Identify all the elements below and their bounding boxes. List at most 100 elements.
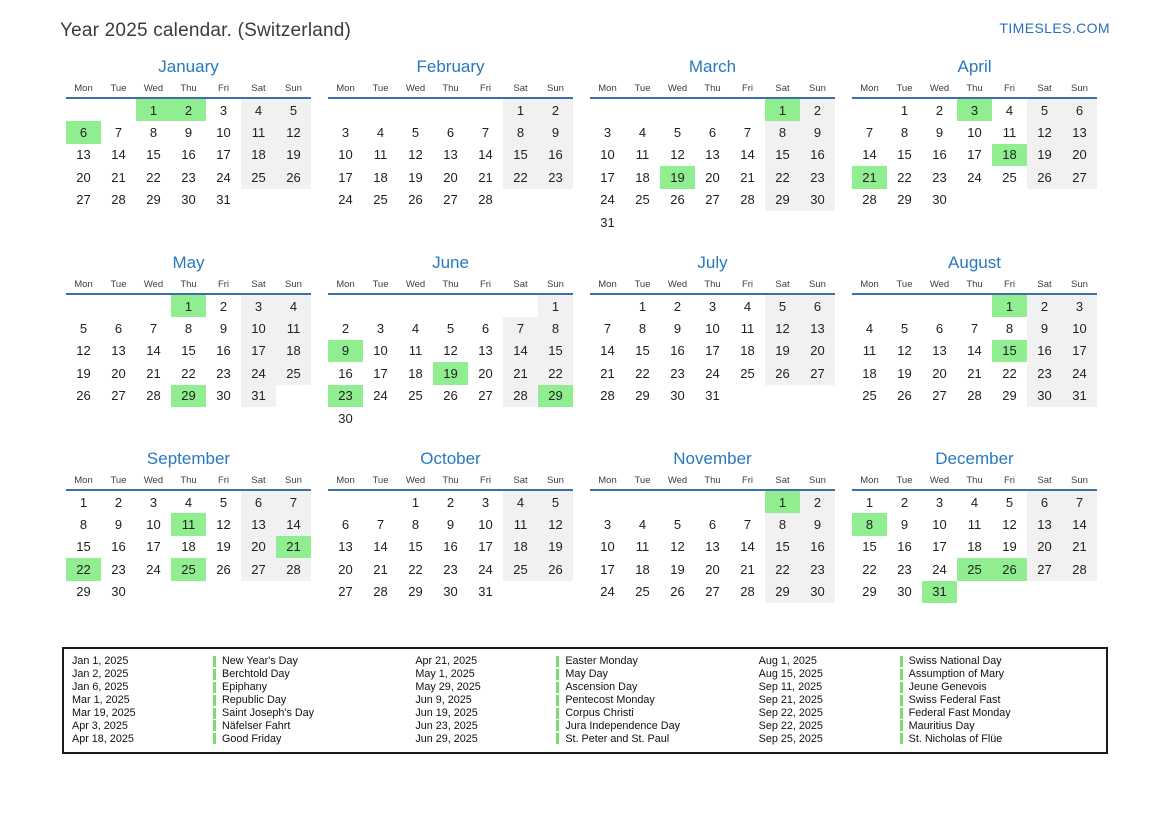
day-cell-empty	[363, 407, 398, 429]
day-cell-holiday: 26	[992, 558, 1027, 581]
day-cell-empty	[433, 295, 468, 317]
day-cell: 11	[408, 343, 423, 359]
day-cell: 26	[443, 388, 458, 404]
day-cell: 28	[373, 584, 388, 600]
day-cell: 17	[338, 169, 353, 185]
day-cell: 6	[708, 517, 717, 533]
day-cell: 5	[673, 125, 682, 141]
day-cell: 11	[967, 517, 982, 533]
day-cell-empty	[538, 407, 573, 429]
day-cell: 12	[276, 121, 311, 144]
day-cell: 22	[862, 561, 877, 577]
day-cell: 26	[408, 192, 423, 208]
day-cell-empty	[590, 295, 625, 317]
day-cell: 9	[446, 517, 455, 533]
holiday-marker-icon	[213, 720, 216, 732]
legend-row: Jun 23, 2025 Jura Independence Day	[415, 719, 758, 732]
day-cell: 28	[111, 192, 126, 208]
day-cell: 16	[897, 539, 912, 555]
holiday-name: Jura Independence Day	[556, 720, 680, 732]
day-cell: 15	[862, 539, 877, 555]
day-cell: 9	[900, 517, 909, 533]
day-cell: 2	[1027, 295, 1062, 318]
day-cell-empty	[590, 491, 625, 513]
day-cell-empty	[328, 99, 363, 121]
day-cell-empty	[852, 99, 887, 121]
holiday-name: Mauritius Day	[899, 720, 975, 732]
weekday-label: Tue	[634, 475, 651, 486]
day-cell: 25	[635, 192, 650, 208]
day-cell: 20	[338, 561, 353, 577]
legend-row: Jun 9, 2025 Pentecost Monday	[415, 694, 758, 707]
holiday-name: Swiss Federal Fast	[899, 694, 1000, 706]
day-cell-empty	[276, 189, 311, 211]
day-cell: 3	[935, 494, 944, 510]
day-cell-empty	[957, 295, 992, 317]
day-cell: 24	[478, 561, 493, 577]
month-february: February Mon Tue Wed Thu Fri Sat Sun 1 2 3 4 5 6 7 8 9 10…	[328, 55, 573, 241]
day-cell: 13	[241, 513, 276, 536]
day-cell: 8	[79, 517, 88, 533]
holiday-name-label: Epiphany	[222, 681, 268, 694]
day-cell: 11	[740, 321, 755, 337]
legend-row: Jan 6, 2025 Epiphany	[72, 681, 415, 694]
weekday-label: Sun	[547, 83, 564, 94]
day-cell: 27	[705, 584, 720, 600]
weekday-label: Sun	[1071, 475, 1088, 486]
day-cell: 8	[900, 125, 909, 141]
day-cell: 3	[708, 298, 717, 314]
day-cell: 17	[478, 539, 493, 555]
day-cell: 4	[411, 321, 420, 337]
day-cell: 1	[79, 494, 88, 510]
day-cell: 16	[1027, 339, 1062, 363]
month-title: October	[420, 449, 481, 468]
day-cell: 4	[638, 517, 647, 533]
day-cell-empty	[1027, 189, 1062, 211]
day-cell: 14	[276, 513, 311, 536]
topbar: Year 2025 calendar. (Switzerland) TIMESL…	[0, 0, 1169, 42]
day-cell: 10	[967, 125, 982, 141]
day-cell: 2	[935, 102, 944, 118]
weekday-label: Wed	[929, 475, 950, 486]
legend-column: Aug 1, 2025 Swiss National Day Aug 15, 202…	[759, 655, 1102, 745]
day-cell: 31	[1062, 384, 1097, 407]
day-cell: 10	[600, 147, 615, 163]
day-cell: 23	[932, 169, 947, 185]
day-cell-empty	[765, 211, 800, 233]
holiday-date: Mar 1, 2025	[72, 694, 130, 707]
day-cell-empty	[695, 491, 730, 513]
brand-link[interactable]: TIMESLES.COM	[999, 20, 1110, 36]
day-cell-holiday: 1	[765, 491, 800, 514]
holiday-name: Näfelser Fahrt	[213, 720, 290, 732]
day-cell: 6	[481, 321, 490, 337]
day-cell: 6	[708, 125, 717, 141]
legend-row: May 1, 2025 May Day	[415, 668, 758, 681]
weekday-label: Thu	[966, 279, 983, 290]
day-cell: 2	[673, 298, 682, 314]
legend-row: Sep 11, 2025 Jeune Genevois	[759, 681, 1102, 694]
day-cell: 24	[373, 388, 388, 404]
day-cell-empty	[992, 189, 1027, 211]
day-cell-holiday: 29	[171, 384, 206, 407]
day-cell-holiday: 1	[765, 99, 800, 122]
day-cell: 21	[111, 169, 126, 185]
holiday-name-label: Republic Day	[222, 694, 287, 707]
day-cell: 7	[743, 517, 752, 533]
day-cell: 3	[341, 125, 350, 141]
day-cell: 17	[967, 147, 982, 163]
holiday-marker-icon	[213, 655, 216, 667]
month-title: April	[957, 57, 992, 76]
month-title: December	[935, 449, 1014, 468]
day-cell: 9	[219, 321, 228, 337]
day-cell: 20	[76, 169, 91, 185]
day-cell: 27	[76, 192, 91, 208]
holiday-name: Republic Day	[213, 694, 286, 706]
weekday-label: Sun	[809, 475, 826, 486]
weekday-label: Sun	[285, 279, 302, 290]
day-cell: 12	[76, 343, 91, 359]
month-days-grid: 1 2 3 4 5 6 7 8 9 10 11 12 13 14 15 16 17 18 19 20 21 22 23 24 2…	[852, 99, 1097, 211]
day-cell: 25	[503, 558, 538, 581]
day-cell: 18	[373, 169, 388, 185]
day-cell: 24	[338, 192, 353, 208]
day-cell: 28	[740, 192, 755, 208]
